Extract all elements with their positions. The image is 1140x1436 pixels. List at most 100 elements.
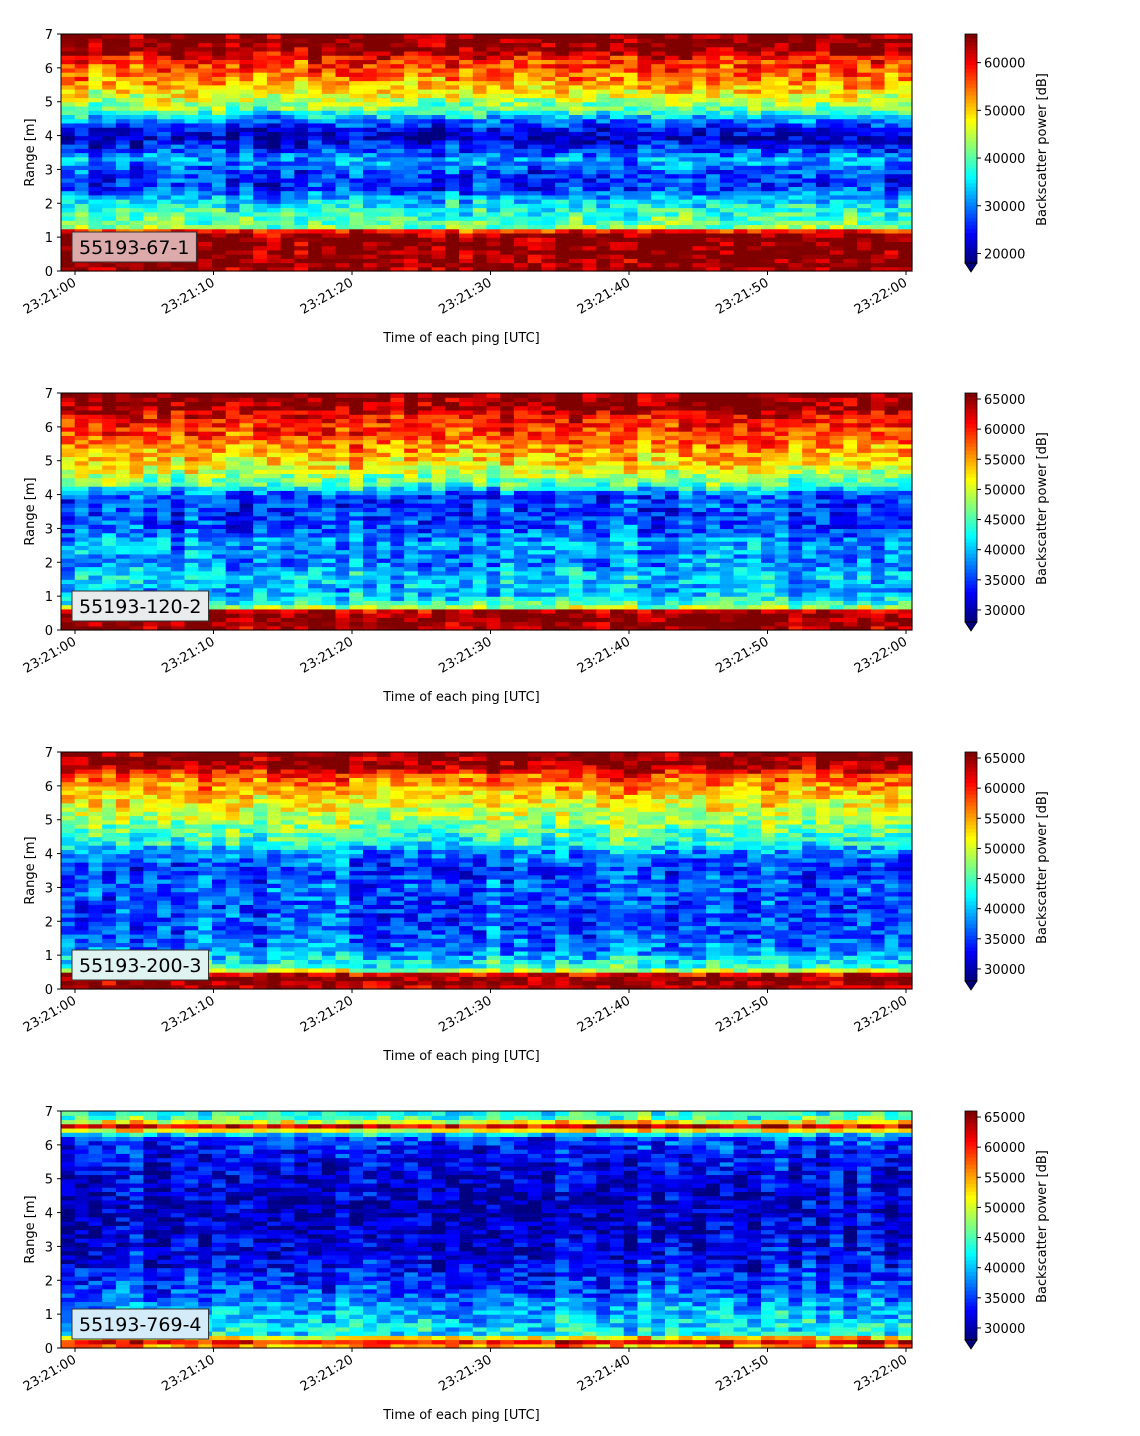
heatmap-cell — [102, 579, 117, 585]
heatmap-cell — [376, 228, 392, 234]
heatmap-cell — [143, 583, 158, 589]
heatmap-cell — [253, 558, 268, 563]
heatmap-cell — [706, 194, 721, 200]
heatmap-cell — [170, 148, 186, 154]
heatmap-cell — [774, 139, 790, 145]
heatmap-cell — [253, 562, 268, 568]
heatmap-cell — [555, 34, 570, 39]
heatmap-cell — [376, 254, 392, 259]
heatmap-cell — [74, 469, 90, 475]
heatmap-cell — [266, 409, 282, 415]
heatmap-cell — [802, 84, 817, 90]
heatmap-cell — [431, 63, 446, 69]
heatmap-cell — [88, 105, 103, 111]
heatmap-cell — [74, 456, 90, 462]
heatmap-cell — [184, 59, 199, 65]
heatmap-cell — [623, 144, 639, 149]
heatmap-cell — [870, 97, 886, 103]
heatmap-cell — [376, 84, 392, 90]
heatmap-cell — [321, 490, 337, 496]
heatmap-cell — [390, 76, 405, 82]
heatmap-cell — [294, 574, 309, 580]
heatmap-cell — [555, 220, 570, 226]
heatmap-cell — [198, 519, 213, 525]
heatmap-cell — [308, 156, 323, 162]
heatmap-cell — [541, 76, 556, 82]
heatmap-cell — [253, 532, 268, 538]
heatmap-cell — [555, 122, 570, 128]
colorbar-segment — [965, 79, 977, 85]
heatmap-cell — [143, 160, 158, 166]
heatmap-cell — [115, 84, 131, 90]
heatmap-cell — [198, 55, 213, 60]
heatmap-cell — [376, 473, 392, 479]
heatmap-cell — [115, 494, 131, 500]
heatmap-cell — [706, 135, 721, 141]
heatmap-cell — [88, 169, 103, 175]
heatmap-cell — [184, 469, 199, 475]
heatmap-cell — [527, 199, 543, 204]
heatmap-cell — [198, 405, 213, 411]
heatmap-cell — [239, 224, 254, 230]
heatmap-cell — [376, 127, 392, 132]
heatmap-cell — [747, 148, 762, 154]
colorbar-segment — [965, 64, 977, 69]
heatmap-cell — [61, 473, 76, 479]
heatmap-cell — [266, 203, 282, 209]
heatmap-cell — [733, 84, 748, 90]
heatmap-cell — [431, 220, 446, 226]
heatmap-cell — [884, 207, 899, 213]
heatmap-cell — [788, 114, 803, 120]
heatmap-cell — [404, 220, 419, 226]
heatmap-cell — [802, 228, 817, 234]
heatmap-cell — [651, 199, 666, 204]
heatmap-cell — [390, 190, 405, 196]
heatmap-cell — [294, 418, 309, 424]
heatmap-cell — [225, 207, 241, 213]
heatmap-cell — [102, 34, 117, 39]
heatmap-cell — [733, 139, 748, 145]
heatmap-cell — [623, 207, 639, 213]
heatmap-cell — [404, 105, 419, 111]
heatmap-cell — [596, 46, 611, 52]
heatmap-cell — [555, 89, 570, 94]
heatmap-cell — [88, 481, 103, 487]
heatmap-cell — [486, 165, 501, 171]
heatmap-cell — [678, 46, 693, 52]
heatmap-cell — [472, 190, 488, 196]
heatmap-cell — [472, 186, 488, 192]
heatmap-cell — [115, 519, 131, 525]
heatmap-cell — [294, 110, 309, 116]
heatmap-cell — [349, 469, 364, 475]
heatmap-cell — [88, 203, 103, 209]
heatmap-cell — [335, 241, 350, 247]
heatmap-cell — [335, 76, 350, 82]
heatmap-cell — [802, 67, 817, 73]
heatmap-cell — [198, 448, 213, 453]
heatmap-cell — [870, 160, 886, 166]
heatmap-cell — [815, 165, 831, 171]
heatmap-cell — [390, 431, 405, 436]
heatmap-cell — [61, 401, 76, 407]
heatmap-cell — [184, 38, 199, 44]
heatmap-cell — [143, 80, 158, 86]
heatmap-cell — [815, 177, 831, 183]
heatmap-cell — [376, 224, 392, 230]
heatmap-cell — [884, 199, 899, 204]
heatmap-cell — [513, 186, 529, 192]
heatmap-cell — [335, 562, 350, 568]
heatmap-cell — [349, 160, 364, 166]
heatmap-cell — [376, 93, 392, 99]
heatmap-cell — [898, 169, 913, 175]
heatmap-cell — [376, 464, 392, 470]
heatmap-cell — [362, 127, 378, 132]
heatmap-cell — [170, 401, 186, 407]
heatmap-cell — [129, 76, 144, 82]
heatmap-cell — [143, 110, 158, 116]
heatmap-cell — [225, 127, 241, 132]
heatmap-cell — [747, 228, 762, 234]
heatmap-cell — [225, 215, 241, 221]
heatmap-cell — [184, 177, 199, 183]
heatmap-cell — [74, 583, 90, 589]
heatmap-cell — [321, 524, 337, 530]
